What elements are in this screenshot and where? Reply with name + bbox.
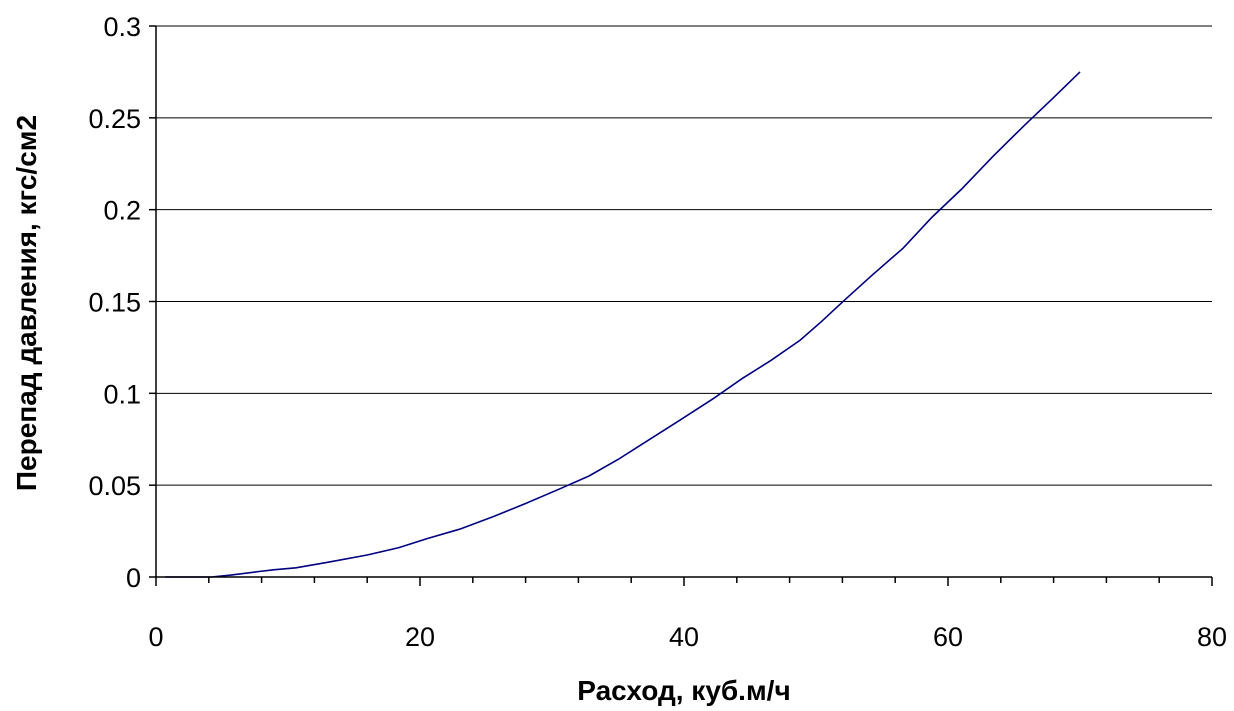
series-line-0 — [165, 71, 1081, 578]
y-tick-label: 0.05 — [88, 471, 141, 501]
y-tick-label: 0.15 — [88, 288, 141, 318]
x-tick-label: 60 — [933, 622, 963, 652]
y-tick-label: 0.2 — [103, 196, 141, 226]
series-layer — [165, 71, 1081, 578]
y-axis-title: Перепад давления, кгс/см2 — [11, 115, 42, 491]
x-tick-label: 20 — [405, 622, 435, 652]
y-tick-label: 0 — [126, 563, 141, 593]
x-tick-label: 0 — [148, 622, 163, 652]
y-tick-label: 0.1 — [103, 379, 141, 409]
x-tick-labels: 0 20 40 60 80 — [148, 622, 1227, 652]
y-tick-label: 0.25 — [88, 104, 141, 134]
ticks — [149, 25, 1213, 586]
x-axis-title: Расход, куб.м/ч — [577, 675, 790, 706]
gridlines — [156, 25, 1212, 486]
x-tick-label: 80 — [1197, 622, 1227, 652]
x-tick-label: 40 — [669, 622, 699, 652]
y-tick-label: 0.3 — [103, 12, 141, 42]
y-tick-labels: 0 0.05 0.1 0.15 0.2 0.25 0.3 — [88, 12, 141, 593]
